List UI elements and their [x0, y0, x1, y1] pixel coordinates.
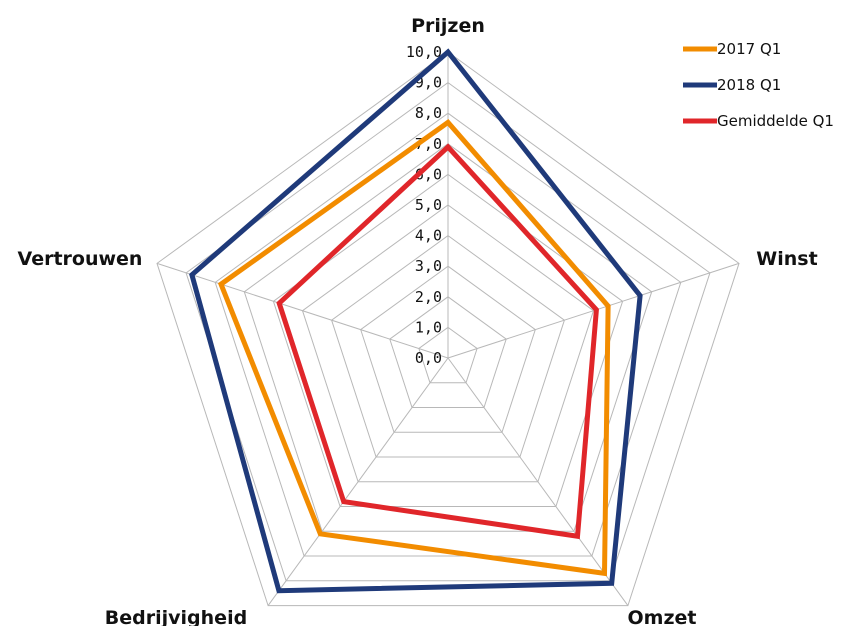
series-line [189, 48, 643, 594]
grid-ring [156, 51, 740, 607]
legend-item: Gemiddelde Q1 [683, 112, 834, 130]
axis-labels: Prijzen Winst Omzet Bedrijvigheid Vertrouwen [18, 15, 818, 626]
grid [156, 51, 740, 607]
axis-spoke [267, 357, 449, 606]
tick-label: 2,0 [415, 288, 442, 306]
axis-label-prijzen: Prijzen [411, 15, 485, 37]
axis-label-omzet: Omzet [628, 607, 697, 626]
axis-label-vertrouwen: Vertrouwen [18, 248, 143, 270]
tick-label: 0,0 [415, 349, 442, 367]
legend-item: 2018 Q1 [683, 76, 781, 94]
tick-labels: 0,01,02,03,04,05,06,07,08,09,010,0 [406, 43, 442, 367]
series-line [217, 119, 611, 577]
legend: 2017 Q1 2018 Q1 Gemiddelde Q1 [683, 40, 834, 130]
grid-ring [389, 296, 507, 408]
tick-label: 4,0 [415, 227, 442, 245]
legend-item: 2017 Q1 [683, 40, 781, 58]
tick-label: 3,0 [415, 257, 442, 275]
grid-ring [214, 112, 682, 557]
axis-spoke [447, 262, 740, 359]
tick-label: 5,0 [415, 196, 442, 214]
grid-ring [418, 326, 478, 384]
series-line [276, 143, 599, 540]
legend-label: 2018 Q1 [717, 76, 781, 94]
axis-label-bedrijvigheid: Bedrijvigheid [105, 607, 247, 626]
series-lines [189, 48, 643, 594]
grid-ring [360, 265, 536, 433]
tick-label: 1,0 [415, 318, 442, 336]
tick-label: 8,0 [415, 104, 442, 122]
axis-spoke [447, 357, 629, 606]
grid-ring [301, 204, 595, 483]
grid-ring [331, 234, 565, 458]
axis-spoke [156, 262, 449, 359]
axis-label-winst: Winst [756, 248, 817, 270]
tick-label: 10,0 [406, 43, 442, 61]
legend-label: Gemiddelde Q1 [717, 112, 834, 130]
legend-label: 2017 Q1 [717, 40, 781, 58]
